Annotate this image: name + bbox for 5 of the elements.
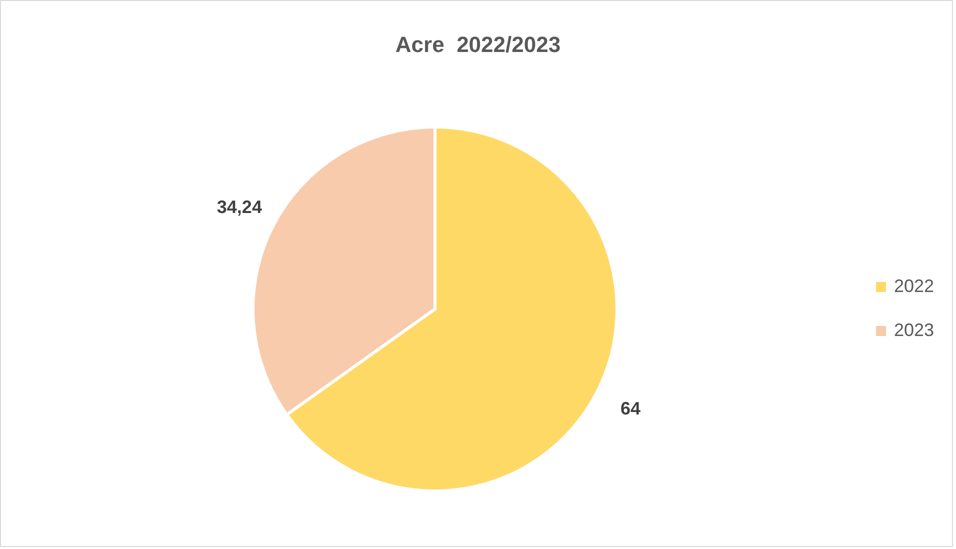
legend-label: 2023	[894, 320, 934, 340]
data-label: 34,24	[216, 196, 262, 217]
data-label: 64	[620, 398, 641, 419]
legend-label: 2022	[894, 276, 934, 296]
chart-title: Acre 2022/2023	[395, 32, 561, 57]
